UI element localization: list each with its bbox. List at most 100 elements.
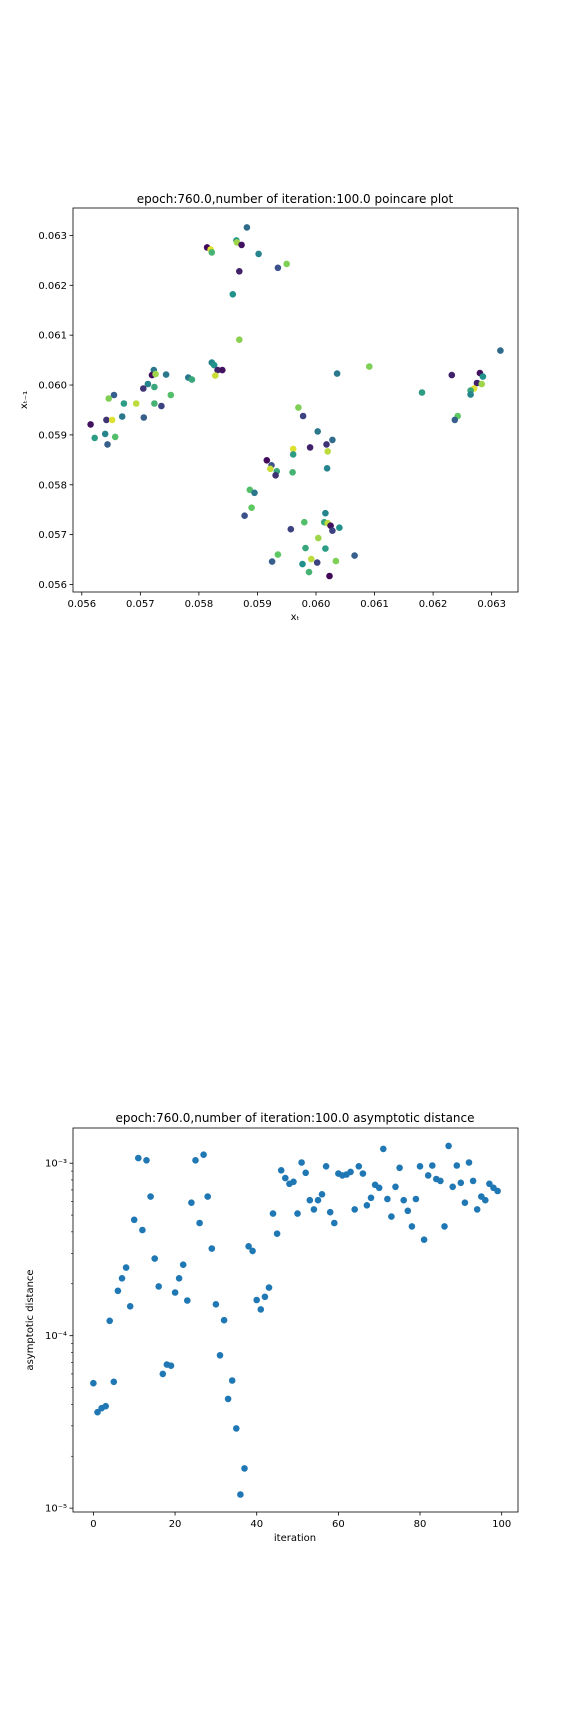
distance-point-37: [241, 1465, 248, 1472]
distance-point-3: [102, 1402, 109, 1410]
poincare-point-50: [324, 448, 332, 455]
distance-point-96: [482, 1196, 489, 1204]
poincare-point-77: [268, 558, 276, 565]
poincare-y-label: xₜ₋₁: [19, 391, 30, 409]
distance-point-27: [200, 1151, 207, 1158]
poincare-point-82: [326, 572, 333, 580]
poincare-point-7: [255, 250, 262, 258]
poincare-y-tick-label: 0.062: [38, 281, 67, 292]
distance-point-15: [151, 1255, 158, 1262]
poincare-point-52: [263, 457, 271, 464]
poincare-point-32: [151, 400, 158, 407]
poincare-point-27: [167, 391, 175, 399]
poincare-x-ticks: 0.056 0.057 0.058 0.059 0.060 0.061 0.062 0.063: [67, 592, 506, 610]
distance-point-92: [465, 1159, 473, 1166]
distance-point-25: [192, 1157, 199, 1164]
poincare-point-40: [101, 430, 109, 438]
poincare-x-tick-label: 0.059: [243, 599, 272, 610]
distance-point-52: [302, 1169, 310, 1177]
poincare-y-tick-label: 0.056: [38, 580, 67, 591]
poincare-axes-frame: [72, 207, 519, 593]
poincare-point-43: [295, 404, 302, 411]
poincare-points: [87, 224, 504, 580]
poincare-point-46: [329, 436, 336, 444]
distance-point-36: [237, 1491, 244, 1498]
distance-x-tick-label: 80: [414, 1519, 427, 1530]
distance-point-44: [269, 1210, 277, 1217]
poincare-point-16: [219, 366, 226, 374]
distance-point-81: [420, 1236, 428, 1243]
poincare-point-11: [229, 291, 237, 298]
poincare-x-label: xₜ: [291, 612, 300, 623]
poincare-point-2: [208, 249, 216, 256]
distance-point-89: [453, 1162, 461, 1169]
poincare-point-22: [152, 370, 159, 378]
poincare-point-38: [140, 414, 148, 421]
distance-point-77: [404, 1207, 412, 1215]
poincare-point-64: [301, 518, 308, 526]
poincare-point-36: [108, 416, 116, 424]
distance-point-41: [257, 1306, 265, 1313]
poincare-point-9: [274, 264, 282, 272]
poincare-point-54: [267, 465, 274, 473]
poincare-x-tick-label: 0.057: [126, 599, 155, 610]
poincare-point-29: [105, 395, 112, 402]
distance-axes-frame: [72, 1127, 519, 1513]
poincare-point-44: [299, 412, 307, 420]
poincare-point-56: [272, 472, 279, 479]
distance-point-24: [188, 1199, 195, 1206]
distance-point-42: [261, 1293, 269, 1301]
distance-point-64: [351, 1206, 359, 1213]
distance-x-tick-label: 20: [169, 1519, 182, 1530]
poincare-point-34: [87, 421, 94, 428]
distance-point-93: [469, 1177, 477, 1185]
poincare-y-tick-label: 0.059: [38, 430, 67, 441]
poincare-point-80: [332, 557, 340, 565]
distance-point-32: [220, 1316, 228, 1324]
distance-point-87: [445, 1142, 452, 1150]
poincare-point-49: [289, 445, 297, 453]
poincare-point-70: [287, 525, 295, 533]
poincare-point-26: [151, 383, 158, 391]
distance-point-65: [355, 1163, 363, 1170]
distance-point-67: [363, 1202, 371, 1209]
distance-point-46: [277, 1167, 285, 1174]
distance-point-35: [233, 1425, 240, 1432]
distance-point-38: [245, 1243, 252, 1250]
poincare-point-78: [299, 560, 306, 568]
poincare-point-69: [329, 527, 336, 534]
poincare-point-12: [236, 336, 243, 344]
poincare-point-28: [110, 391, 118, 399]
distance-point-9: [126, 1303, 134, 1310]
distance-point-74: [392, 1183, 399, 1191]
poincare-point-14: [210, 361, 218, 369]
poincare-point-67: [327, 522, 334, 529]
distance-point-1: [94, 1408, 101, 1416]
poincare-point-89: [497, 347, 504, 354]
distance-x-tick-label: 60: [332, 1519, 345, 1530]
poincare-point-39: [91, 434, 98, 442]
poincare-point-79: [313, 559, 321, 566]
distance-point-12: [139, 1226, 146, 1234]
distance-point-66: [359, 1170, 367, 1177]
poincare-y-tick-label: 0.058: [38, 480, 67, 491]
distance-x-tick-label: 40: [250, 1519, 263, 1530]
distance-point-99: [494, 1187, 501, 1195]
distance-point-50: [294, 1210, 301, 1217]
distance-x-tick-label: 100: [492, 1519, 511, 1530]
distance-y-tick-label: 10⁻⁵: [45, 1504, 67, 1515]
distance-point-22: [179, 1261, 187, 1268]
distance-point-80: [416, 1163, 424, 1170]
distance-point-20: [171, 1289, 179, 1296]
distance-point-82: [424, 1172, 432, 1179]
poincare-point-48: [323, 441, 330, 448]
poincare-point-76: [308, 555, 315, 563]
distance-point-0: [90, 1379, 97, 1387]
distance-point-40: [253, 1296, 260, 1304]
distance-point-7: [118, 1275, 126, 1282]
distance-point-57: [322, 1163, 330, 1170]
distance-point-91: [461, 1199, 469, 1206]
poincare-x-tick-label: 0.056: [67, 599, 96, 610]
poincare-x-tick-label: 0.062: [419, 599, 448, 610]
